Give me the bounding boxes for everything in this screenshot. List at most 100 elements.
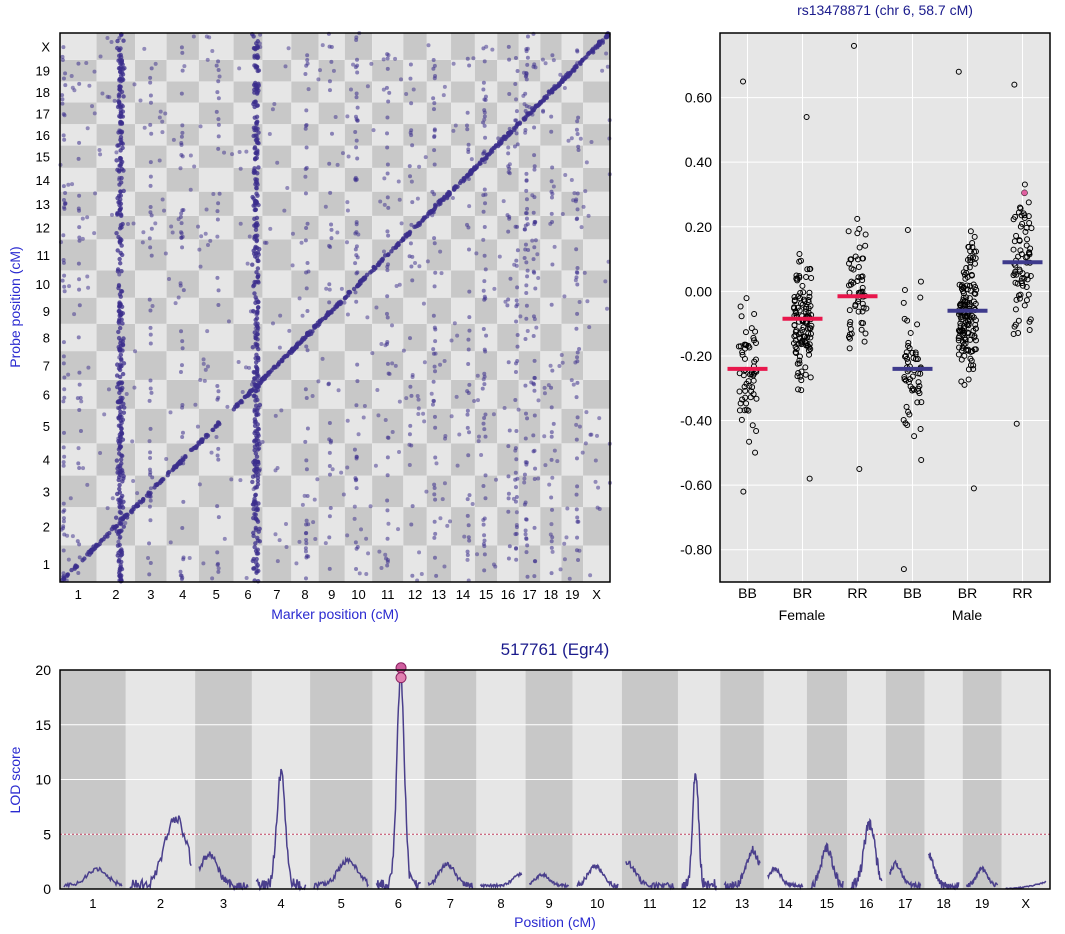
eqtl-point: [482, 533, 487, 538]
eqtl-point: [76, 461, 81, 466]
eqtl-trans-point: [116, 477, 121, 483]
eqtl-y-tick: X: [41, 39, 50, 54]
eqtl-point: [466, 147, 471, 152]
eqtl-point: [533, 219, 538, 224]
eqtl-point: [575, 519, 580, 524]
eqtl-point: [472, 398, 477, 403]
eqtl-point: [146, 556, 151, 561]
eqtl-point: [532, 164, 537, 169]
eqtl-point: [431, 210, 436, 215]
eqtl-point: [549, 434, 554, 439]
eqtl-point: [577, 424, 582, 429]
effect-point: [1023, 242, 1030, 249]
eqtl-point: [506, 145, 511, 150]
effect-point: [862, 330, 869, 337]
eqtl-point: [583, 189, 588, 194]
effect-point: [1013, 296, 1020, 303]
eqtl-point: [171, 137, 176, 142]
eqtl-point: [62, 206, 67, 211]
checker-cell: [291, 239, 319, 271]
checker-cell: [497, 145, 519, 168]
checker-cell: [403, 545, 427, 582]
eqtl-point: [375, 262, 381, 267]
eqtl-trans-point: [255, 547, 260, 552]
lod-y-tick: 0: [43, 881, 51, 897]
eqtl-point: [329, 236, 334, 241]
eqtl-point: [524, 178, 529, 183]
eqtl-point: [304, 145, 309, 150]
eqtl-point: [253, 326, 258, 331]
eqtl-point: [117, 48, 122, 53]
eqtl-point: [377, 549, 382, 554]
effect-point: [855, 298, 862, 305]
eqtl-point: [324, 286, 329, 291]
eqtl-point: [507, 166, 512, 171]
lod-curves: [63, 671, 1047, 892]
eqtl-point: [179, 91, 184, 96]
checker-cell: [518, 545, 541, 582]
eqtl-point: [452, 185, 457, 190]
eqtl-point: [67, 284, 72, 289]
eqtl-trans-point: [255, 507, 260, 513]
checker-cell: [60, 145, 97, 168]
eqtl-point: [438, 201, 443, 206]
eqtl-point: [482, 114, 487, 119]
checker-cell: [497, 323, 519, 352]
effect-point: [1024, 272, 1031, 279]
eqtl-point: [355, 362, 360, 367]
eqtl-point: [404, 396, 409, 401]
checker-cell: [540, 102, 562, 125]
eqtl-point: [178, 569, 183, 574]
eqtl-point: [354, 454, 359, 459]
checker-cell: [561, 270, 584, 298]
effect-point: [740, 488, 747, 495]
eqtl-point: [524, 73, 529, 78]
eqtl-point: [297, 296, 302, 301]
eqtl-point: [119, 137, 124, 142]
eqtl-point: [441, 93, 446, 98]
eqtl-point: [408, 76, 413, 81]
lod-curve-chr-1: [63, 866, 123, 889]
eqtl-point: [85, 274, 90, 279]
eqtl-point: [410, 254, 415, 259]
checker-cell: [403, 33, 427, 60]
eqtl-point: [331, 68, 336, 73]
effect-point: [965, 244, 972, 251]
eqtl-point: [482, 123, 487, 128]
effect-point: [792, 332, 799, 339]
eqtl-point: [354, 253, 359, 258]
eqtl-point: [327, 514, 332, 519]
effect-point: [846, 345, 853, 352]
eqtl-point: [593, 479, 598, 484]
eqtl-point: [588, 573, 593, 578]
lod-y-tick: 15: [35, 717, 51, 733]
lod-curve-chr-11: [625, 860, 675, 891]
eqtl-point: [249, 388, 254, 393]
effect-point: [1013, 271, 1020, 278]
eqtl-point: [325, 310, 331, 315]
eqtl-point: [482, 552, 487, 557]
checker-cell: [497, 102, 519, 125]
eqtl-point: [327, 44, 332, 49]
eqtl-trans-point: [252, 216, 257, 222]
eqtl-point: [575, 311, 580, 316]
effect-point: [1026, 326, 1033, 333]
eqtl-point: [574, 456, 579, 461]
checker-cell: [96, 33, 136, 60]
eqtl-point: [148, 498, 153, 503]
effect-point: [900, 299, 907, 306]
checker-cell: [497, 270, 519, 298]
eqtl-point: [481, 541, 486, 546]
eqtl-point: [98, 152, 103, 157]
checker-cell: [135, 408, 167, 444]
eqtl-point: [69, 73, 74, 78]
eqtl-point: [61, 460, 66, 465]
eqtl-trans-point: [118, 189, 123, 194]
eqtl-point: [415, 196, 420, 201]
eqtl-point: [244, 575, 249, 580]
eqtl-point: [179, 211, 184, 216]
eqtl-point: [575, 484, 580, 489]
eqtl-trans-point: [252, 458, 258, 463]
eqtl-point: [531, 334, 536, 339]
eqtl-point: [304, 344, 309, 349]
